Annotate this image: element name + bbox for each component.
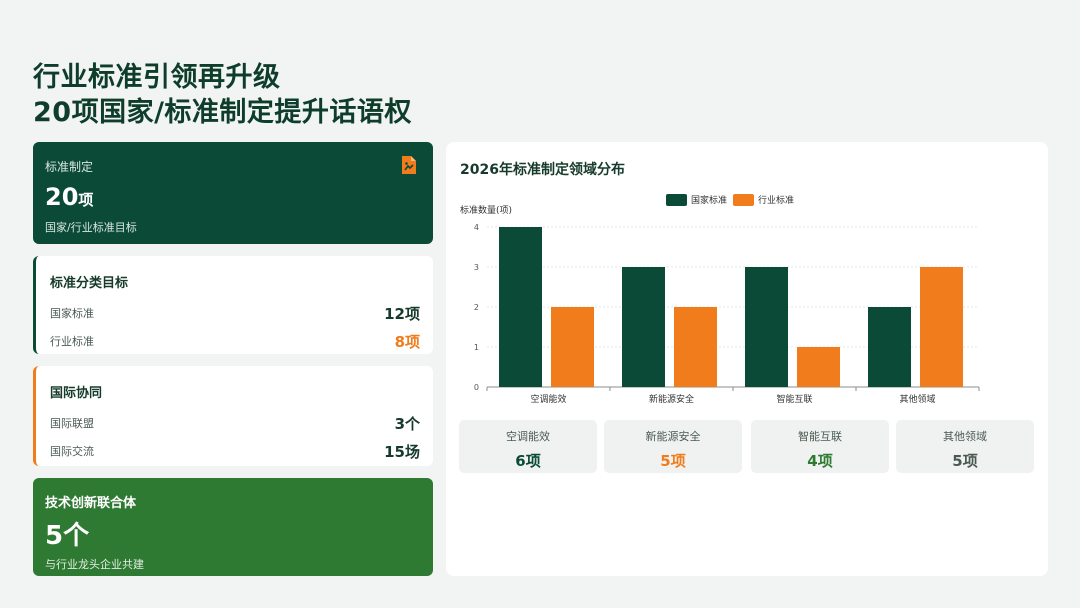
bar [745, 267, 788, 387]
summary-value: 6项 [515, 452, 541, 470]
legend-label: 行业标准 [758, 194, 794, 206]
y-tick-label: 4 [474, 223, 479, 232]
international-card: 国际协同 国际联盟 3个 国际交流 15场 [33, 366, 433, 466]
international-row-alliance: 国际联盟 3个 [50, 409, 420, 437]
summary-value: 4项 [807, 452, 833, 470]
bar [551, 307, 594, 387]
legend-label: 国家标准 [691, 194, 727, 206]
summary-label: 空调能效 [506, 430, 550, 443]
standards-target-sub: 国家/行业标准目标 [45, 221, 137, 234]
innovation-alliance-heading: 技术创新联合体 [45, 496, 137, 511]
chart-title: 2026年标准制定领域分布 [460, 162, 625, 178]
category-row-industry: 行业标准 8项 [50, 327, 420, 355]
bar [920, 267, 963, 387]
bar [674, 307, 717, 387]
document-icon [402, 156, 416, 174]
summary-box: 智能互联 4项 [751, 420, 889, 473]
international-row-label: 国际联盟 [50, 417, 94, 430]
summary-label: 其他领域 [943, 430, 987, 443]
standards-target-value: 20项 [45, 183, 421, 211]
y-tick-label: 1 [474, 343, 479, 352]
international-row-value: 3个 [394, 414, 420, 433]
summary-label: 智能互联 [798, 430, 842, 443]
standards-target-card: 标准制定 20项 国家/行业标准目标 [33, 142, 433, 244]
international-row-label: 国际交流 [50, 445, 94, 458]
category-row-value: 8项 [394, 332, 420, 351]
bar [868, 307, 911, 387]
y-axis-label: 标准数量(项) [460, 204, 512, 216]
category-goals-card: 标准分类目标 国家标准 12项 行业标准 8项 [33, 256, 433, 354]
international-heading: 国际协同 [50, 386, 103, 401]
innovation-alliance-card: 技术创新联合体 5个 与行业龙头企业共建 [33, 478, 433, 576]
legend-swatch [666, 194, 687, 206]
y-tick-label: 3 [474, 263, 479, 272]
category-goals-heading: 标准分类目标 [50, 276, 129, 291]
summary-box: 空调能效 6项 [459, 420, 597, 473]
x-tick-label: 空调能效 [530, 393, 566, 405]
chart-card: 2026年标准制定领域分布 0 1 2 3 4 标准数量(项) 国家标准 行业标准 空调能效 新能… [446, 142, 1048, 576]
summary-value: 5项 [952, 452, 978, 470]
page-title: 行业标准引领再升级 20项国家/标准制定提升话语权 [33, 60, 412, 130]
international-row-value: 15场 [384, 442, 420, 461]
x-tick-label: 其他领域 [899, 393, 935, 405]
x-tick-label: 新能源安全 [649, 393, 694, 405]
bar [622, 267, 665, 387]
summary-box: 新能源安全 5项 [604, 420, 742, 473]
category-row-national: 国家标准 12项 [50, 299, 420, 327]
summary-value: 5项 [660, 452, 686, 470]
category-row-label: 国家标准 [50, 307, 94, 320]
summary-label: 新能源安全 [645, 430, 701, 443]
bar [797, 347, 840, 387]
standards-target-label: 标准制定 [45, 160, 94, 174]
category-row-value: 12项 [384, 304, 420, 323]
bar [499, 227, 542, 387]
legend-swatch [733, 194, 754, 206]
page-title-line2: 20项国家/标准制定提升话语权 [33, 97, 412, 128]
standards-target-unit: 项 [78, 191, 94, 209]
innovation-alliance-sub: 与行业龙头企业共建 [45, 558, 144, 571]
summary-box: 其他领域 5项 [896, 420, 1034, 473]
page-title-line1: 行业标准引领再升级 [33, 62, 281, 93]
international-row-exchange: 国际交流 15场 [50, 437, 420, 465]
x-tick-label: 智能互联 [776, 393, 812, 405]
category-row-label: 行业标准 [50, 335, 94, 348]
y-tick-label: 0 [474, 383, 479, 392]
y-tick-label: 2 [474, 303, 479, 312]
standards-target-number: 20 [45, 183, 79, 211]
innovation-alliance-value: 5个 [45, 521, 90, 551]
